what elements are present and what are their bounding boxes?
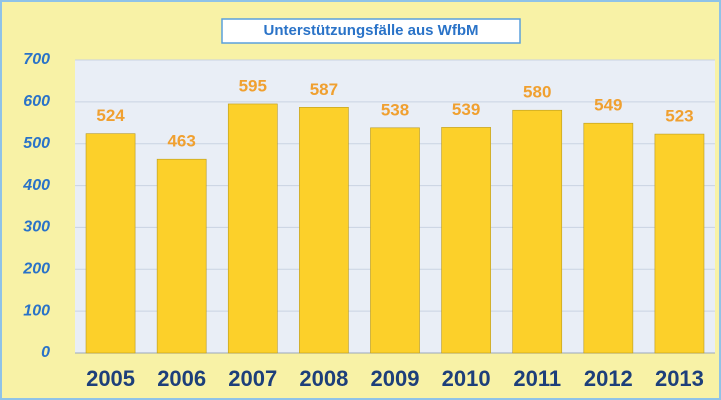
bar xyxy=(512,109,563,354)
bar xyxy=(299,106,349,354)
bar xyxy=(85,133,136,354)
bar xyxy=(441,127,491,354)
x-tick-label: 2006 xyxy=(157,366,206,391)
value-label: 539 xyxy=(452,100,480,119)
y-tick-label: 400 xyxy=(22,177,50,194)
value-label: 549 xyxy=(594,96,622,115)
bar xyxy=(654,133,705,354)
y-tick-label: 200 xyxy=(22,261,50,278)
value-label: 463 xyxy=(167,132,195,151)
bar xyxy=(583,122,634,354)
bar xyxy=(227,103,278,354)
y-tick-label: 600 xyxy=(23,93,50,110)
title-box xyxy=(221,18,521,44)
value-label: 595 xyxy=(239,76,267,95)
x-tick-label: 2005 xyxy=(86,366,135,391)
value-label: 523 xyxy=(665,107,693,126)
x-tick-label: 2011 xyxy=(513,366,561,391)
value-label: 524 xyxy=(96,106,125,125)
value-label: 587 xyxy=(310,80,338,99)
value-label: 580 xyxy=(523,83,551,102)
x-tick-label: 2008 xyxy=(299,366,348,391)
x-tick-label: 2013 xyxy=(655,366,704,391)
bar xyxy=(156,158,207,354)
bar xyxy=(370,127,420,354)
x-tick-label: 2010 xyxy=(442,366,491,391)
y-tick-label: 700 xyxy=(23,51,50,68)
x-tick-label: 2012 xyxy=(584,366,633,391)
y-tick-label: 100 xyxy=(23,302,50,319)
chart-title: Unterstützungsfälle aus WfbM xyxy=(263,22,478,39)
y-tick-label: 500 xyxy=(23,135,50,152)
x-tick-label: 2009 xyxy=(371,366,420,391)
value-label: 538 xyxy=(381,100,409,119)
x-tick-label: 2007 xyxy=(228,366,277,391)
y-tick-label: 0 xyxy=(41,344,50,361)
y-tick-label: 300 xyxy=(23,219,50,236)
